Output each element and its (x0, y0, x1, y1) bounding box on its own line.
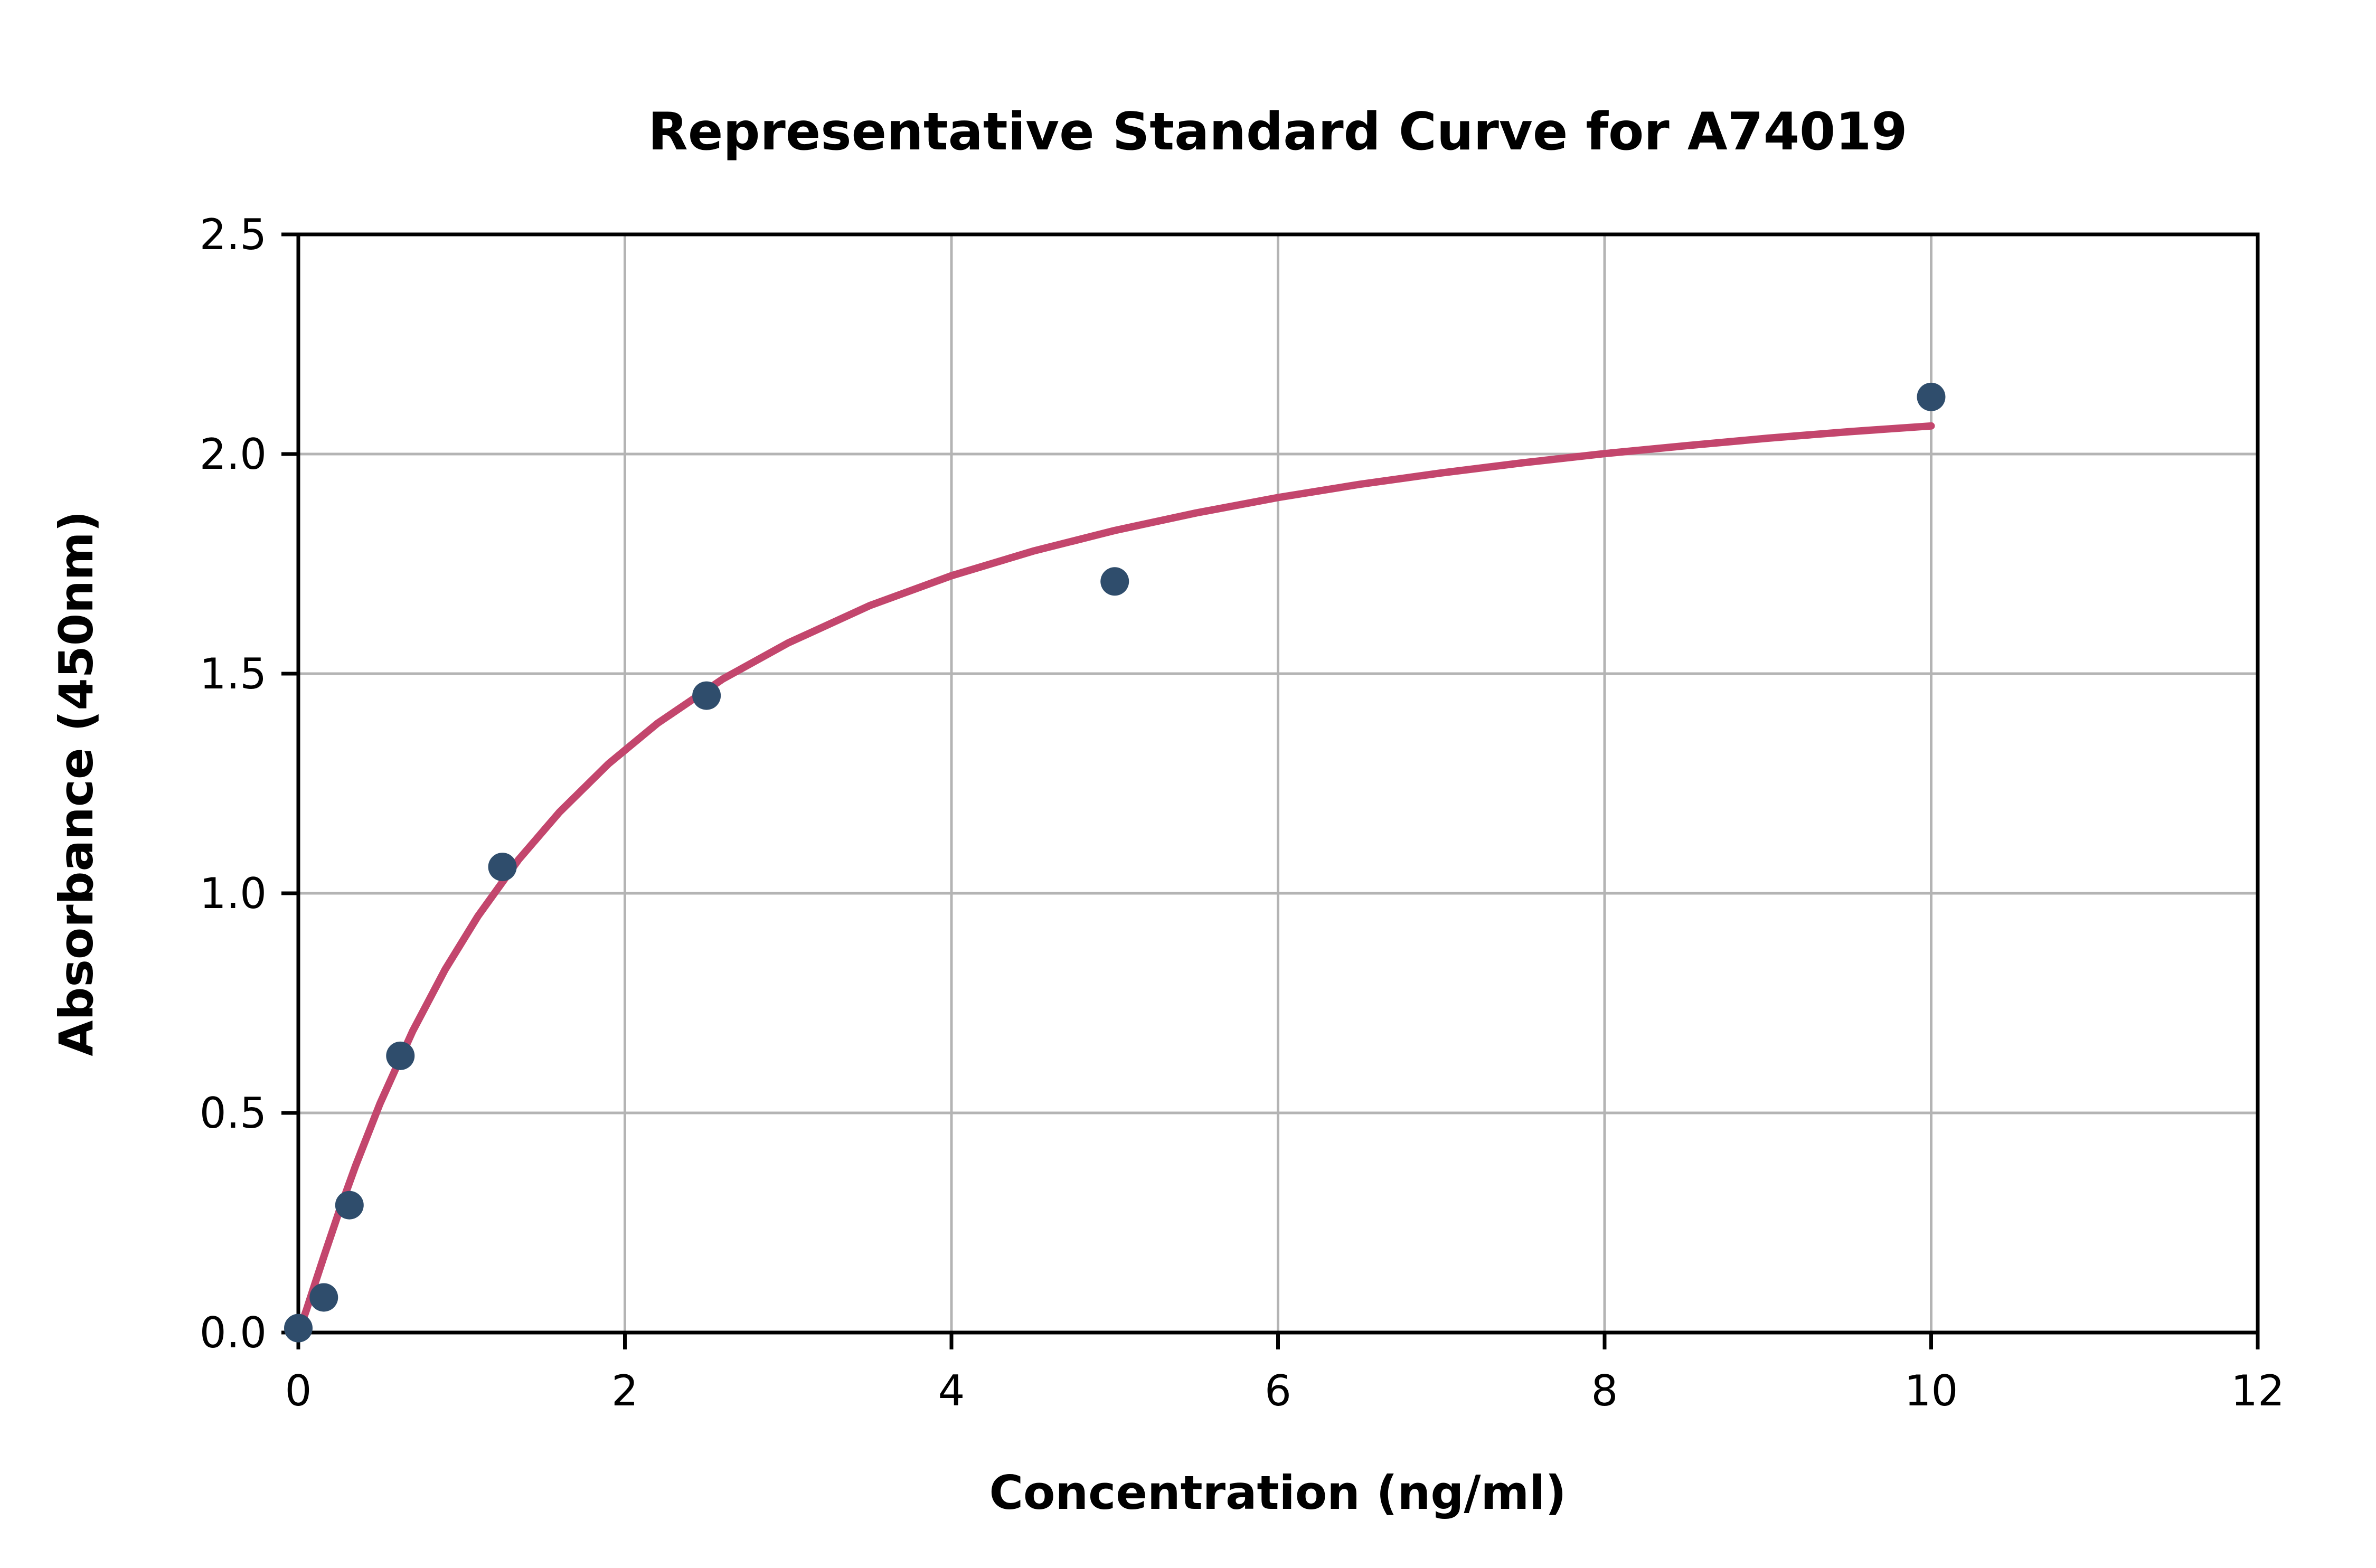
data-point (284, 1314, 313, 1343)
x-tick-label: 10 (1904, 1366, 1958, 1415)
x-tick-label: 2 (611, 1366, 638, 1415)
x-tick-label: 8 (1591, 1366, 1618, 1415)
y-tick-label: 2.0 (200, 430, 267, 479)
data-point (488, 853, 517, 882)
data-point (386, 1041, 415, 1070)
chart-title: Representative Standard Curve for A74019 (648, 102, 1907, 162)
data-point (1917, 382, 1946, 411)
data-point (1100, 567, 1129, 596)
data-point (335, 1191, 364, 1220)
fit-curve-layer (298, 422, 1935, 1328)
data-points-layer (284, 382, 1946, 1343)
tick-labels: 0 2 4 6 8 10 12 0.0 0.5 1.0 1.5 2.0 2.5 (200, 210, 2285, 1415)
x-tick-label: 12 (2231, 1366, 2285, 1415)
y-tick-label: 1.5 (200, 649, 267, 698)
y-axis-label: Absorbance (450nm) (49, 511, 103, 1056)
y-tick-label: 0.0 (200, 1308, 267, 1357)
y-tick-label: 2.5 (200, 210, 267, 259)
x-axis-label: Concentration (ng/ml) (989, 1466, 1566, 1520)
data-point (692, 681, 721, 710)
y-tick-label: 0.5 (200, 1089, 267, 1138)
x-tick-label: 0 (285, 1366, 312, 1415)
fit-curve (298, 422, 1935, 1328)
y-tick-label: 1.0 (200, 869, 267, 918)
x-tick-label: 6 (1265, 1366, 1291, 1415)
data-point (309, 1283, 338, 1312)
gridlines (298, 234, 2258, 1333)
x-tick-label: 4 (938, 1366, 965, 1415)
